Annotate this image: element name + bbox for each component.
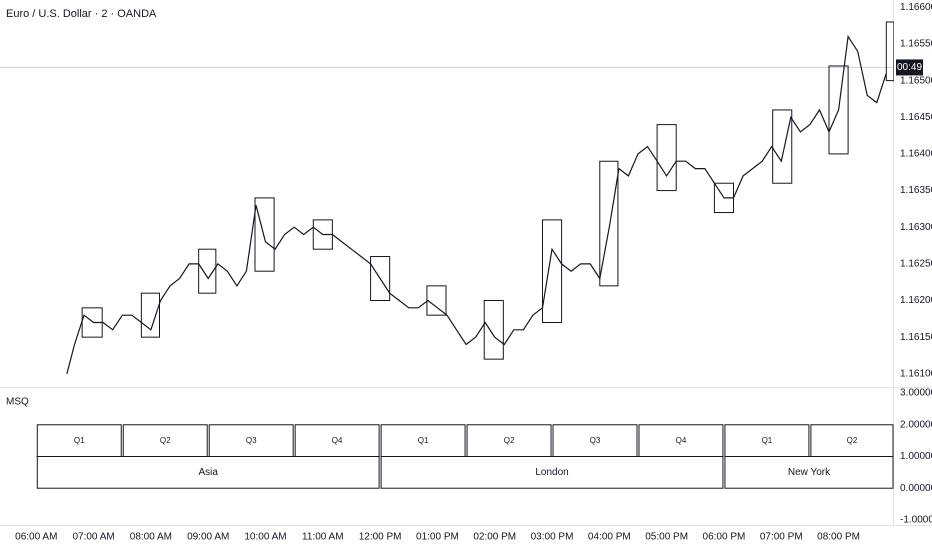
plot-area: Q1 Q2 Q3 Q4 Q1 Q2 Q3 Q4 Q1 Q2 Asia London New York	[0, 21, 894, 489]
quarter-range-box	[312, 219, 333, 250]
session-label: New York	[788, 467, 831, 478]
x-tick-label: 08:00 PM	[817, 532, 860, 543]
quarter-range-box	[426, 285, 447, 316]
quarter-label: Q2	[504, 436, 515, 445]
quarter-range-box	[370, 256, 391, 302]
quarter-label: Q1	[74, 436, 85, 445]
x-tick-label: 07:00 PM	[760, 532, 803, 543]
indicator-title: MSQ	[6, 397, 29, 408]
quarter-range-box	[198, 248, 217, 294]
session-label: London	[535, 467, 568, 478]
quarter-label: Q3	[590, 436, 601, 445]
x-tick-label: 05:00 PM	[645, 532, 688, 543]
y-tick-label: 1.16250	[900, 259, 932, 270]
y-tick-label: 1.16150	[900, 332, 932, 343]
quarter-range-box	[254, 197, 275, 272]
quarter-range-box	[81, 307, 103, 338]
quarter-range-box	[541, 219, 563, 324]
quarter-range-box	[713, 182, 735, 214]
quarter-range-box	[140, 292, 160, 338]
quarter-range-box	[599, 160, 619, 287]
quarter-label: Q3	[246, 436, 257, 445]
countdown-bg	[896, 59, 923, 76]
symbol-title: Euro / U.S. Dollar · 2 · OANDA	[6, 8, 157, 20]
price-line	[66, 34, 887, 374]
x-tick-label: 06:00 PM	[703, 532, 746, 543]
y-tick-label: 1.16200	[900, 295, 932, 306]
y-tick-label: 1.16300	[900, 222, 932, 233]
quarter-label: Q2	[847, 436, 858, 445]
quarter-range-box	[828, 65, 849, 155]
quarter-range-box	[656, 124, 677, 192]
y-tick-label: 1.16450	[900, 112, 932, 123]
x-tick-label: 07:00 AM	[72, 532, 114, 543]
x-tick-label: 11:00 AM	[302, 532, 344, 543]
quarter-label: Q4	[676, 436, 687, 445]
x-tick-label: 04:00 PM	[588, 532, 631, 543]
quarter-range-box	[483, 300, 504, 360]
session-box	[36, 456, 380, 489]
x-tick-label: 03:00 PM	[531, 532, 574, 543]
y-tick-label: 1.16350	[900, 185, 932, 196]
x-tick-label: 02:00 PM	[473, 532, 516, 543]
y-tick-label: 1.16500	[900, 75, 932, 86]
x-tick-label: 12:00 PM	[359, 532, 402, 543]
y-tick-label: 1.16550	[900, 39, 932, 50]
session-box	[380, 456, 724, 489]
y-tick-label: 1.16600	[900, 2, 932, 13]
x-tick-label: 09:00 AM	[187, 532, 229, 543]
x-tick-label: 01:00 PM	[416, 532, 459, 543]
quarter-range-box	[885, 21, 894, 82]
quarter-range-box	[772, 109, 793, 184]
session-label: Asia	[198, 467, 218, 478]
quarter-label: Q1	[762, 436, 773, 445]
quarter-label: Q4	[332, 436, 343, 445]
x-tick-label: 08:00 AM	[130, 532, 172, 543]
x-tick-label: 06:00 AM	[15, 532, 57, 543]
y-tick-label: 1.16400	[900, 149, 932, 160]
session-box	[724, 456, 894, 489]
countdown-label: 00:49	[897, 62, 922, 73]
quarter-label: Q2	[160, 436, 171, 445]
x-tick-label: 10:00 AM	[244, 532, 286, 543]
quarter-label: Q1	[418, 436, 429, 445]
y-tick-label: 1.16100	[900, 368, 932, 379]
